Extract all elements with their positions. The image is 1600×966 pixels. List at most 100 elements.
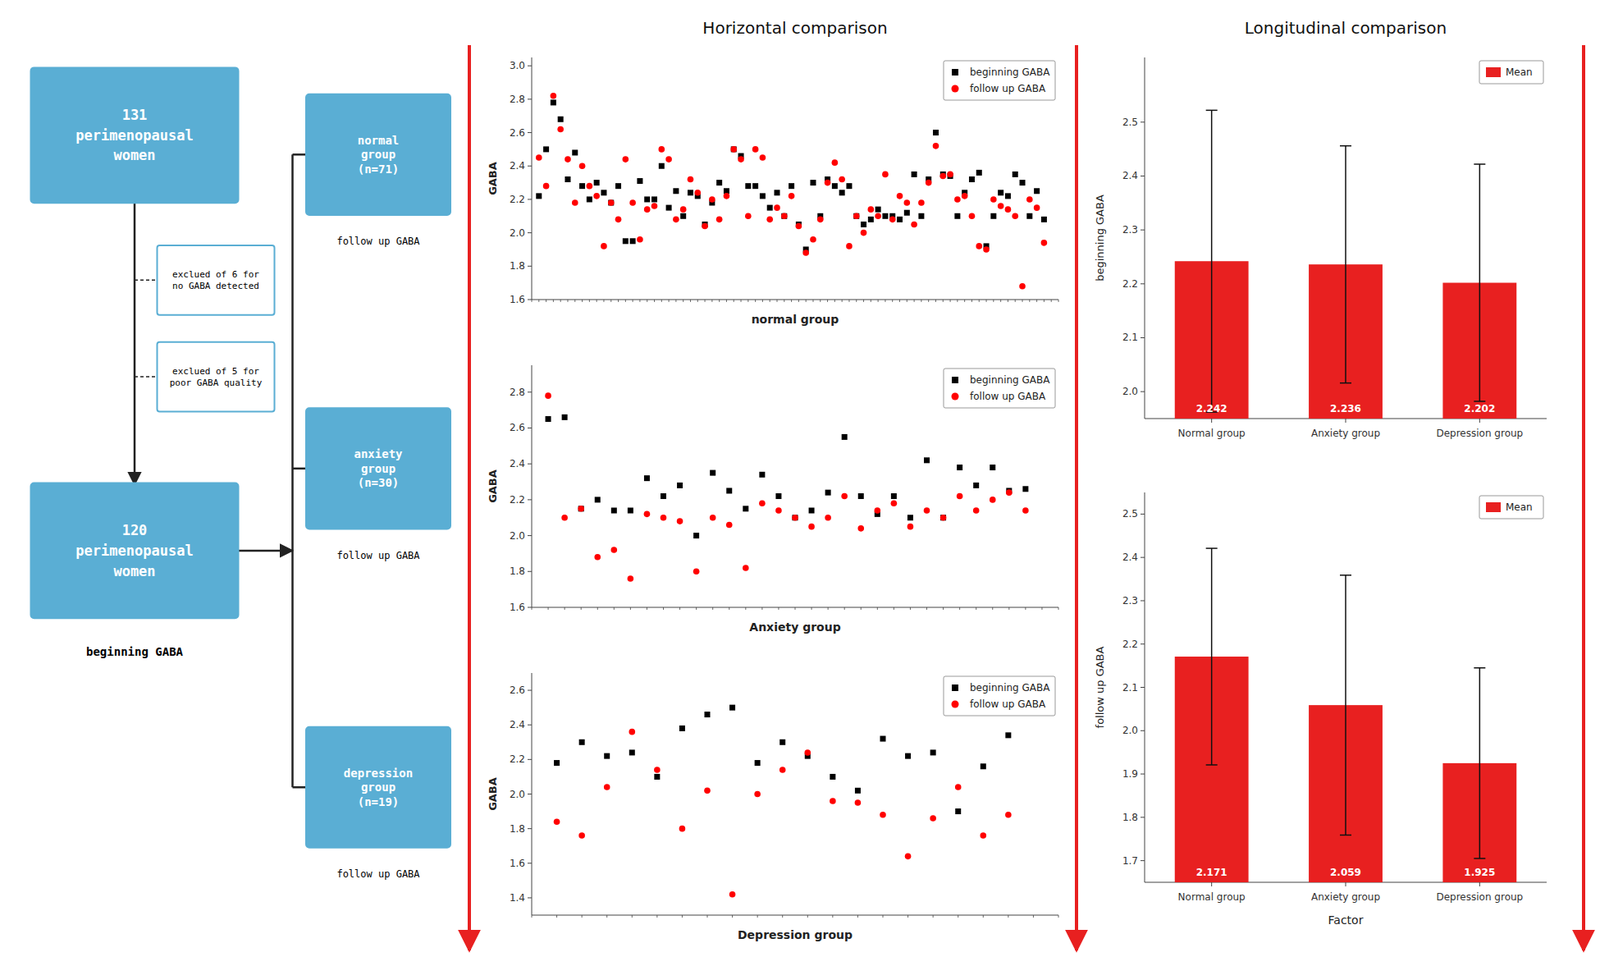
scatter-point — [1026, 213, 1033, 220]
x-axis-label: normal group — [751, 312, 840, 326]
scatter-point — [923, 457, 930, 463]
scatter-point — [955, 783, 962, 791]
scatter-point — [775, 493, 782, 499]
legend-frame — [1479, 60, 1544, 84]
y-axis-line — [531, 365, 533, 608]
plot-area — [544, 392, 1029, 581]
x-tick — [906, 299, 908, 302]
flow-box-excluded — [157, 342, 275, 412]
scatter-point — [577, 505, 585, 512]
scatter-point — [932, 142, 940, 150]
y-tick — [1140, 175, 1145, 177]
scatter-point — [961, 192, 969, 200]
y-tick — [1140, 391, 1145, 393]
x-tick — [870, 299, 872, 302]
y-tick-label: 2.0 — [1122, 385, 1139, 398]
scatter-point — [973, 507, 980, 514]
scatter-point — [781, 212, 788, 220]
x-tick-label: Depression group — [1435, 891, 1523, 903]
legend-label: Mean — [1505, 66, 1533, 78]
scatter-point — [759, 192, 766, 199]
x-tick — [971, 299, 973, 302]
x-tick — [920, 299, 922, 302]
scatter-point — [544, 392, 552, 399]
scatter-point — [676, 482, 683, 489]
x-tick — [860, 607, 862, 610]
scatter-point — [824, 514, 832, 522]
scatter-point — [693, 532, 700, 539]
scatter-point — [644, 205, 651, 213]
flow-connector — [134, 279, 158, 282]
flow-text: follow up GABA — [336, 868, 421, 880]
scatter-point — [1041, 239, 1048, 247]
scatter-point — [930, 749, 937, 755]
y-tick — [1140, 557, 1145, 558]
x-tick — [728, 607, 730, 610]
scatter-point — [636, 236, 644, 243]
flow-arrow — [238, 549, 293, 553]
scatter-point — [716, 179, 723, 186]
x-tick — [992, 299, 994, 302]
x-tick — [957, 914, 959, 918]
error-bar-stem — [1211, 548, 1213, 765]
flow-text: follow up GABA — [336, 549, 421, 562]
x-tick — [926, 607, 928, 610]
scatter-point — [1041, 216, 1047, 223]
scatter-point — [709, 514, 717, 522]
scatter-point — [594, 179, 600, 186]
scatter-point — [1019, 179, 1026, 186]
error-bar-stem — [1344, 575, 1347, 836]
y-tick-label: 2.8 — [509, 93, 526, 106]
scatter-point — [611, 507, 618, 514]
legend-label: follow up GABA — [969, 390, 1047, 403]
scatter-point — [982, 246, 990, 253]
scatter-point — [891, 499, 898, 507]
scatter-point — [773, 204, 781, 211]
scatter-point — [608, 199, 615, 206]
scatter-point — [766, 216, 773, 224]
scatter-point — [594, 496, 601, 503]
scatter-point — [723, 192, 731, 200]
x-tick — [832, 914, 833, 918]
scatter-point — [636, 178, 643, 184]
scatter-point — [630, 237, 636, 244]
scatter-point — [694, 189, 701, 197]
legend-label: follow up GABA — [969, 82, 1047, 95]
scatter-chart: 1.41.61.82.02.22.42.6GABADepression grou… — [486, 672, 1060, 942]
x-tick — [1211, 882, 1212, 887]
x-tick — [630, 607, 631, 610]
scatter-point — [716, 216, 723, 224]
error-bar-cap — [1473, 163, 1486, 165]
scatter-point — [680, 205, 687, 213]
scatter-point — [896, 216, 903, 223]
scatter-point — [832, 182, 838, 189]
y-tick — [1140, 599, 1145, 601]
x-tick — [798, 299, 800, 302]
flow-box — [306, 726, 451, 848]
scatter-point — [742, 564, 750, 572]
y-tick — [527, 498, 532, 500]
scatter-point — [989, 496, 997, 503]
scatter-point — [973, 482, 979, 489]
text-line: (n=19) — [357, 795, 400, 809]
error-bar — [1206, 548, 1218, 765]
scatter-point — [1005, 489, 1013, 496]
x-tick — [589, 299, 590, 302]
scatter-point — [759, 154, 767, 161]
y-tick-label: 1.6 — [509, 857, 526, 869]
scatter-point — [1019, 283, 1026, 290]
data-label: 2.242 — [1196, 402, 1228, 415]
text-line: (n=30) — [357, 475, 400, 490]
legend-label: Mean — [1505, 501, 1533, 513]
scatter-point — [975, 242, 983, 250]
x-tick — [841, 299, 843, 302]
scatter-point — [802, 249, 810, 256]
x-tick — [754, 299, 756, 302]
x-tick — [548, 607, 549, 610]
x-tick — [538, 299, 540, 302]
scatter-point — [838, 176, 846, 183]
x-tick — [811, 607, 813, 610]
x-tick — [827, 299, 828, 302]
y-tick — [527, 299, 532, 301]
y-tick — [527, 65, 532, 67]
